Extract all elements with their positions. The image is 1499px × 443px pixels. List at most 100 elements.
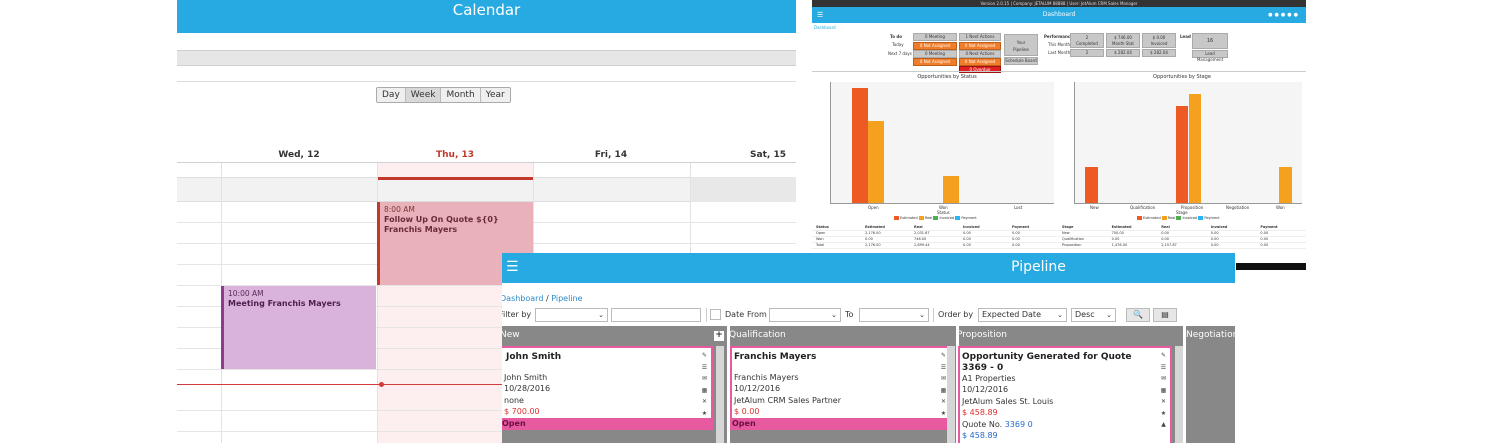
card-amount: $ 458.89	[962, 408, 998, 417]
calendar-event[interactable]: 8:00 AM Follow Up On Quote ${0} Franchis…	[377, 202, 533, 285]
not-assigned-box[interactable]: 0 Not Assigned	[959, 58, 1001, 66]
day-header-fri[interactable]: Fri, 14	[594, 150, 628, 160]
menu-icon[interactable]: ☰	[817, 11, 824, 19]
chevron-down-icon: ⌄	[598, 311, 604, 319]
delete-icon[interactable]: ✕	[1160, 398, 1167, 405]
perf-value-box[interactable]: $ 282.04	[1142, 49, 1176, 57]
edit-icon[interactable]: ✎	[940, 352, 947, 359]
event-title: Meeting Franchis Mayers	[228, 299, 341, 308]
stage-chart	[1074, 82, 1302, 204]
delete-icon[interactable]: ✕	[701, 398, 708, 405]
edit-icon[interactable]: ✎	[1160, 352, 1167, 359]
date-from-select[interactable]: ⌄	[769, 308, 841, 322]
view-week-button[interactable]: Week	[405, 88, 442, 102]
lead-management-button[interactable]: Lead Management	[1192, 50, 1228, 62]
toolbar-icons[interactable]: ●●●●●	[1268, 12, 1300, 18]
current-time-dot	[379, 382, 384, 387]
column-divider	[1183, 326, 1186, 443]
card-date: 10/12/2016	[962, 385, 1009, 394]
quote-link[interactable]: 3369 0	[1004, 420, 1033, 429]
lead-count-box[interactable]: 16	[1192, 33, 1228, 49]
day-header-wed[interactable]: Wed, 12	[278, 150, 320, 160]
chart-title: Opportunities by Stage	[1153, 74, 1211, 80]
calendar-icon[interactable]: ▦	[701, 386, 708, 394]
search-button[interactable]: 🔍	[1126, 308, 1150, 322]
table-cell: Total	[816, 243, 825, 247]
opportunity-card[interactable]: John Smith John Smith 10/28/2016 none $ …	[502, 346, 713, 430]
card-title: Franchis Mayers	[734, 352, 817, 362]
legend-label: Invoiced	[939, 216, 955, 220]
day-header-sat[interactable]: Sat, 15	[750, 150, 786, 160]
not-assigned-box[interactable]: 0 Not Assigned	[913, 58, 957, 66]
legend-label: Estimated	[900, 216, 918, 220]
perf-value-box[interactable]: $ 282.04	[1106, 49, 1140, 57]
next-actions-box[interactable]: 1 Next Actions	[959, 33, 1001, 41]
table-cell: Payment	[1260, 225, 1278, 229]
breadcrumb[interactable]: Dashboard	[814, 25, 836, 30]
table-cell: 0.00	[963, 237, 971, 241]
view-day-button[interactable]: Day	[377, 88, 406, 102]
calendar-event[interactable]: 10:00 AM Meeting Franchis Mayers	[221, 286, 376, 369]
legend-label: Payment	[961, 216, 977, 220]
table-cell: Status	[816, 225, 829, 229]
not-assigned-box[interactable]: 0 Not Assigned	[959, 42, 1001, 50]
comment-icon[interactable]: ✉	[701, 375, 708, 382]
breadcrumb-home[interactable]: Dashboard	[502, 294, 544, 303]
day-header-thu[interactable]: Thu, 13	[435, 150, 475, 160]
edit-icon[interactable]: ✎	[701, 352, 708, 359]
axis-label: Status	[937, 210, 950, 215]
scrollbar[interactable]	[1175, 346, 1183, 443]
breadcrumb-separator: /	[545, 294, 549, 303]
meeting-box[interactable]: 0 Meeting	[913, 33, 957, 41]
not-assigned-box[interactable]: 0 Not Assigned	[913, 42, 957, 50]
meeting-box[interactable]: 0 Meeting	[913, 50, 957, 58]
list-icon[interactable]: ☰	[701, 363, 708, 371]
to-label: To	[845, 310, 854, 319]
view-year-button[interactable]: Year	[480, 88, 510, 102]
view-month-button[interactable]: Month	[441, 88, 481, 102]
scrollbar[interactable]	[947, 346, 955, 443]
filter-by-select[interactable]: ⌄	[535, 308, 608, 322]
perf-completed-box[interactable]: 2 Completed	[1070, 33, 1104, 48]
list-icon[interactable]: ☰	[1160, 363, 1167, 371]
next-actions-box[interactable]: 0 Next Actions	[959, 50, 1001, 58]
breadcrumb-current[interactable]: Pipeline	[551, 294, 583, 303]
table-cell: 0.00	[865, 237, 873, 241]
comment-icon[interactable]: ✉	[1160, 375, 1167, 382]
table-cell: 0.00	[963, 231, 971, 235]
delete-icon[interactable]: ✕	[940, 398, 947, 405]
list-icon[interactable]: ☰	[940, 363, 947, 371]
date-to-select[interactable]: ⌄	[859, 308, 929, 322]
search-icon: 🔍	[1133, 310, 1143, 319]
your-pipeline-button[interactable]: Your Pipeline	[1004, 34, 1038, 56]
comment-icon[interactable]: ✉	[940, 375, 947, 382]
tick-label: Proposition	[1181, 205, 1204, 210]
chart-bar-real	[868, 120, 885, 203]
thumbs-icon[interactable]: ★	[1160, 409, 1167, 417]
scrollbar[interactable]	[716, 346, 724, 443]
calendar-view-button[interactable]: ▤	[1153, 308, 1177, 322]
order-by-select[interactable]: Expected Date ⌄	[978, 308, 1067, 322]
opportunity-card[interactable]: Opportunity Generated for Quote 3369 - 0…	[958, 346, 1172, 443]
pipeline-btn-line: Your	[1016, 40, 1026, 45]
legend-item: Estimated	[894, 216, 918, 220]
calendar-icon[interactable]: ▦	[940, 386, 947, 394]
overdue-box[interactable]: 0 Overdue	[959, 66, 1001, 73]
table-cell: 0.00	[1260, 237, 1269, 241]
perf-value-box[interactable]: 2	[1070, 49, 1104, 57]
like-icon[interactable]: ▲	[1161, 421, 1166, 428]
schedule-board-button[interactable]: Schedule Board	[1004, 57, 1038, 65]
perf-invoiced-box[interactable]: $ 0.00 Invoiced	[1142, 33, 1176, 48]
add-opportunity-button[interactable]: +	[714, 331, 724, 341]
perf-month-box[interactable]: $ 746.00 Month Stat	[1106, 33, 1140, 48]
calendar-icon[interactable]: ▦	[1160, 386, 1167, 394]
thumbs-icon[interactable]: ★	[701, 409, 708, 417]
date-checkbox[interactable]	[710, 309, 721, 320]
thumbs-icon[interactable]: ★	[940, 409, 947, 417]
legend-label: Invoiced	[1182, 216, 1198, 220]
filter-text-input[interactable]	[611, 308, 701, 322]
column-line	[377, 163, 378, 443]
opportunity-card[interactable]: Franchis Mayers Franchis Mayers 10/12/20…	[730, 346, 952, 430]
direction-select[interactable]: Desc ⌄	[1071, 308, 1116, 322]
menu-icon[interactable]: ☰	[506, 259, 519, 275]
